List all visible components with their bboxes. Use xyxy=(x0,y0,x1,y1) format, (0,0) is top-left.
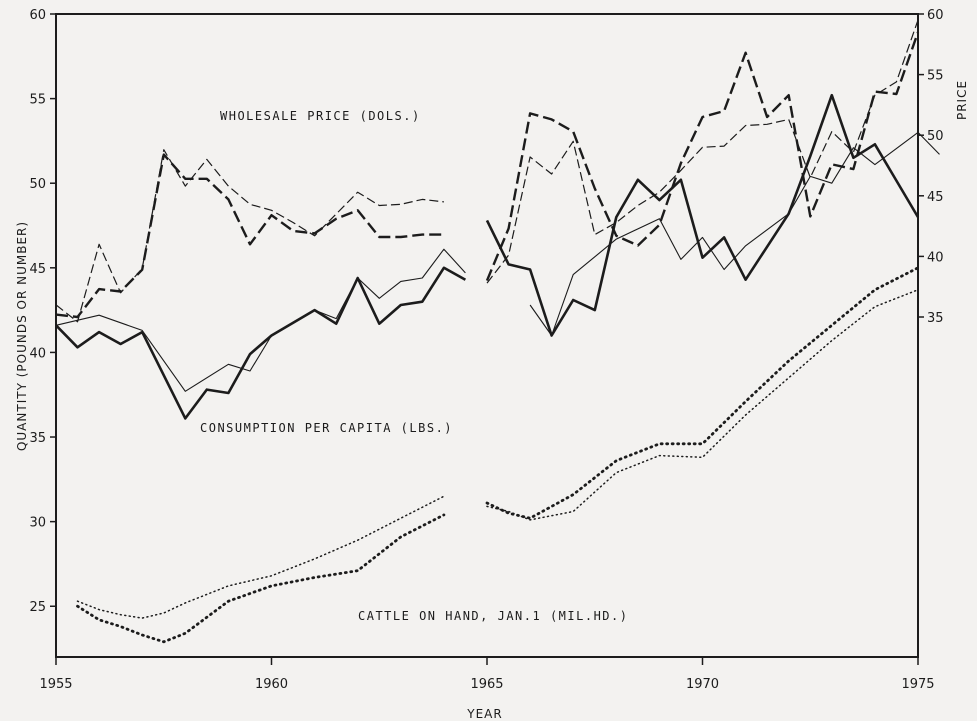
y-axis-left-title: QUANTITY (POUNDS OR NUMBER) xyxy=(15,221,29,451)
cattle-dot-thick-line xyxy=(485,266,920,520)
y-right-tick-label: 40 xyxy=(927,250,944,265)
x-tick-label: 1965 xyxy=(470,677,503,692)
y-left-tick-label: 40 xyxy=(29,346,46,361)
x-axis-title: YEAR xyxy=(466,707,502,721)
price-dash-thick-line xyxy=(55,153,444,319)
y-right-tick-label: 60 xyxy=(927,8,944,23)
cattle-dot-thin-line xyxy=(76,495,445,619)
x-tick-label: 1960 xyxy=(255,677,288,692)
tick-group: 1955 1960 1965 1970 1975 25 30 35 40 45 50 55 60 35 40… xyxy=(29,8,943,692)
price-dash-thin-line xyxy=(55,149,444,323)
x-tick-label: 1955 xyxy=(39,677,72,692)
wholesale-price-annotation: WHOLESALE PRICE (DOLS.) xyxy=(220,109,421,123)
y-left-tick-label: 30 xyxy=(29,516,46,531)
y-left-tick-label: 35 xyxy=(29,431,46,446)
y-right-tick-label: 50 xyxy=(927,129,944,144)
consumption-solid-thick-line xyxy=(55,266,467,420)
consumption-annotation: CONSUMPTION PER CAPITA (LBS.) xyxy=(200,421,453,435)
cattle-annotation: CATTLE ON HAND, JAN.1 (MIL.HD.) xyxy=(358,609,628,623)
price-dash-thick-line xyxy=(485,31,920,282)
y-right-tick-label: 35 xyxy=(927,311,944,326)
x-tick-label: 1975 xyxy=(901,677,934,692)
series-group xyxy=(55,19,940,644)
consumption-solid-thick-line xyxy=(485,93,920,337)
y-left-tick-label: 55 xyxy=(29,93,46,108)
y-axis-right-title: PRICE xyxy=(955,80,969,120)
x-tick-label: 1970 xyxy=(686,677,719,692)
y-right-tick-label: 55 xyxy=(927,69,944,84)
y-right-tick-label: 45 xyxy=(927,190,944,205)
cattle-dot-thin-line xyxy=(486,289,919,521)
price-dash-thin-line xyxy=(486,19,919,284)
cattle-dot-thick-line xyxy=(76,513,446,644)
consumption-solid-thin-line xyxy=(55,248,466,392)
plot-frame xyxy=(55,13,919,658)
y-left-tick-label: 60 xyxy=(29,8,46,23)
y-left-tick-label: 50 xyxy=(29,177,46,192)
y-left-tick-label: 25 xyxy=(29,600,46,615)
y-left-tick-label: 45 xyxy=(29,262,46,277)
